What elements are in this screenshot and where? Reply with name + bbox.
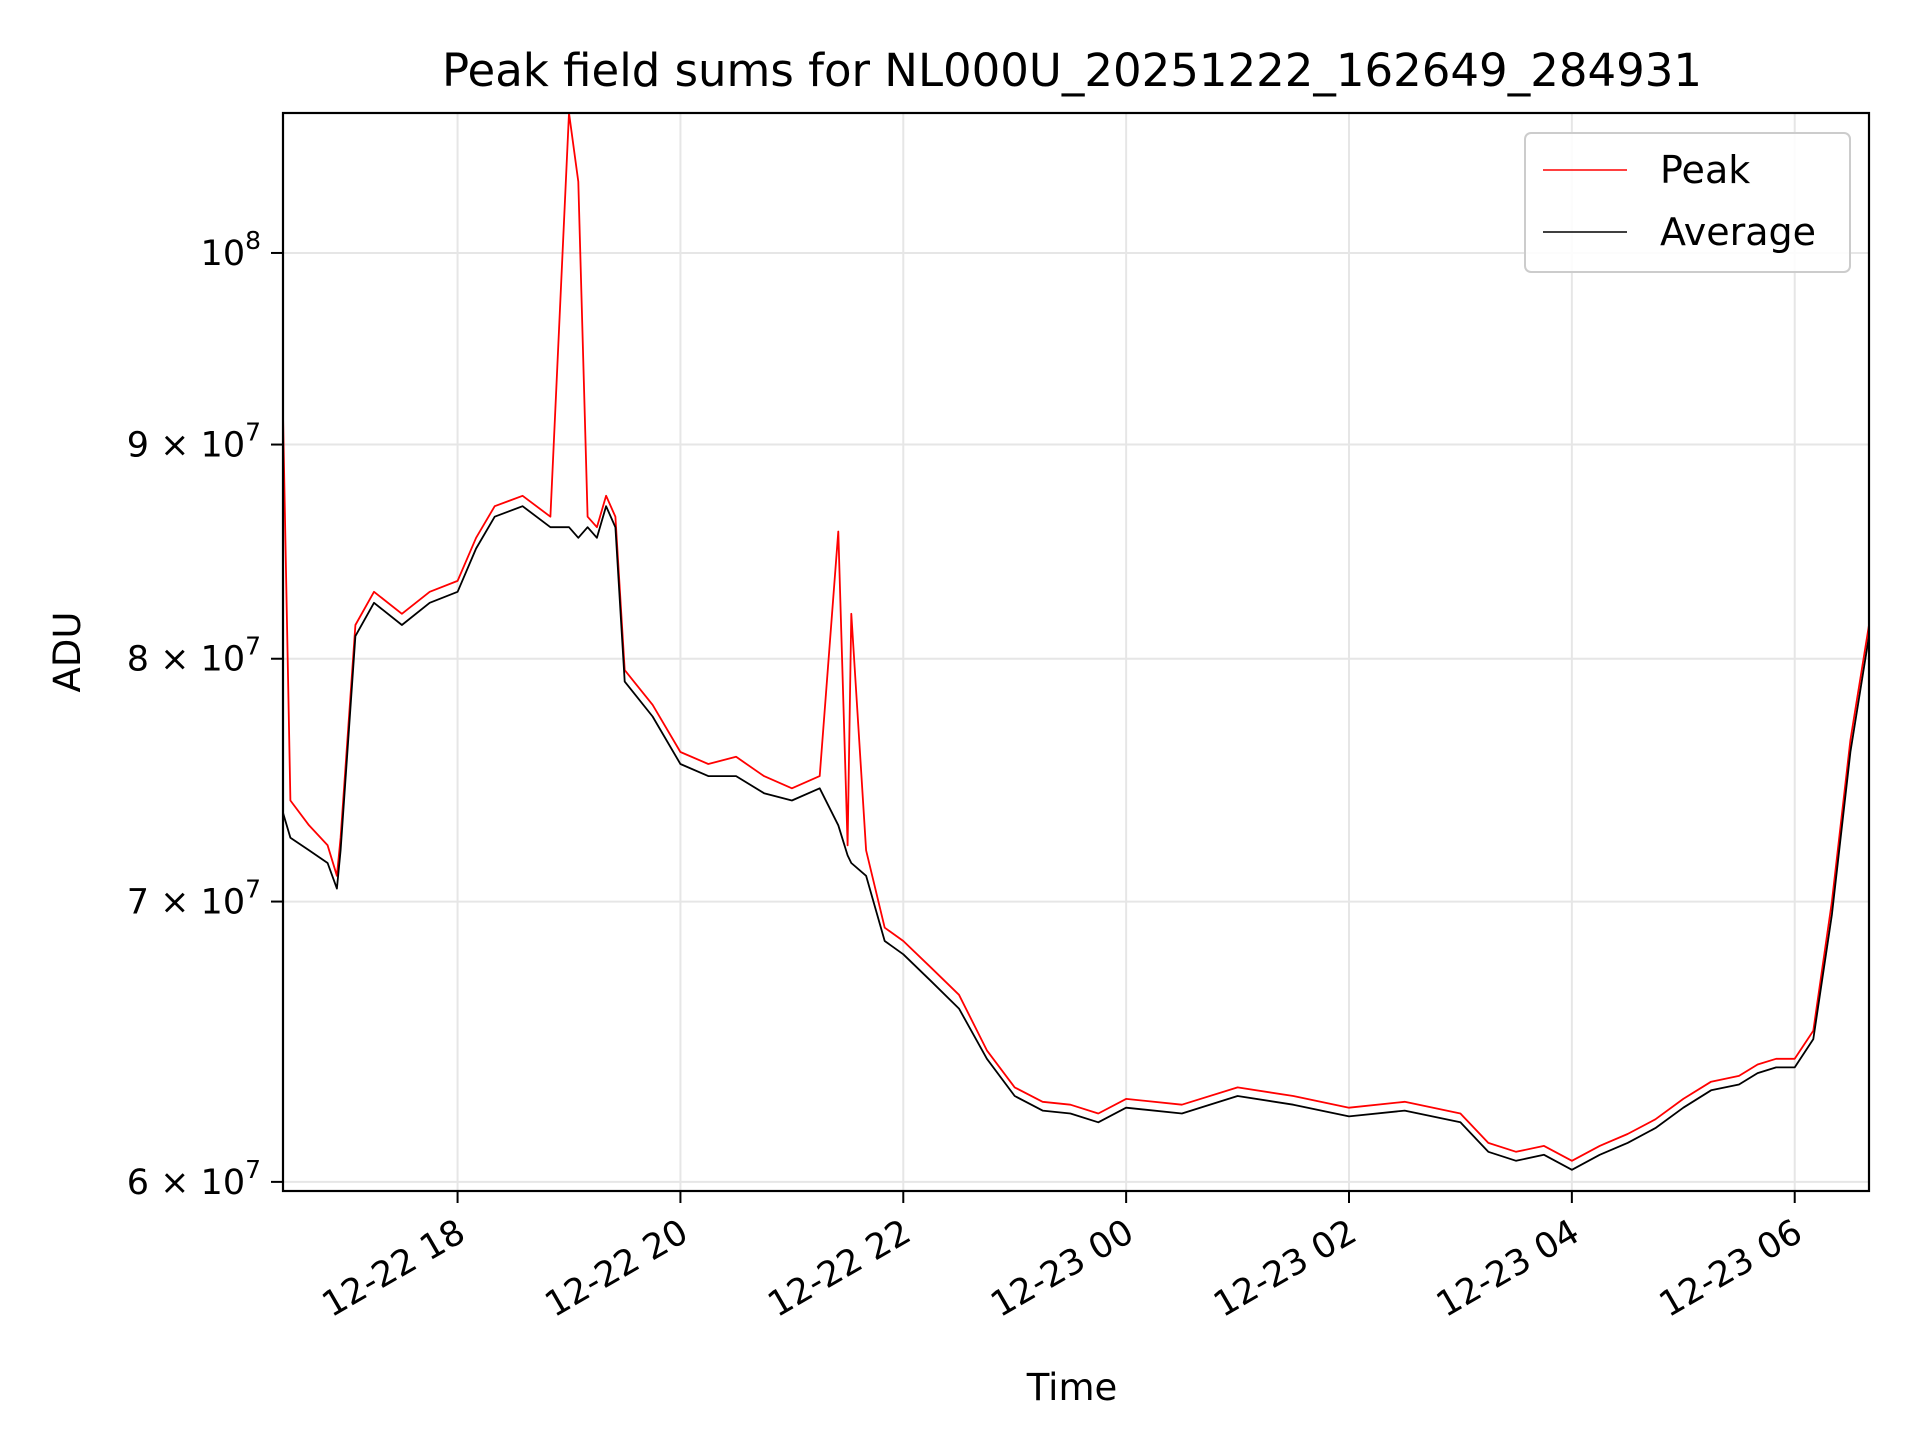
legend-label-peak: Peak [1660,148,1750,192]
y-tick-label-base: 8 × 10 [127,640,245,680]
y-tick-label: 108 [201,226,261,274]
y-tick-label-exponent: 7 [245,632,261,661]
y-tick-label: 9 × 107 [127,418,261,466]
y-axis-label: ADU [46,612,89,693]
series-layer [283,113,1869,1171]
y-tick-label-base: 10 [201,234,246,274]
legend-box [1524,132,1851,273]
y-tick-label: 8 × 107 [127,632,261,680]
legend: Peak Average [1524,132,1851,273]
series-line-average [283,505,1869,1171]
y-tick-label-exponent: 7 [245,875,261,904]
plot-area [283,113,1869,1171]
y-tick-label: 6 × 107 [127,1155,261,1203]
y-tick-label-exponent: 7 [245,418,261,447]
chart-title: Peak field sums for NL000U_20251222_1626… [442,44,1702,97]
grid [283,113,1869,1191]
y-tick-label-base: 7 × 10 [127,883,245,923]
y-tick-label-base: 9 × 10 [127,426,245,466]
legend-label-average: Average [1660,210,1816,254]
series-line-peak [283,113,1869,1162]
y-tick-label: 7 × 107 [127,875,261,923]
y-tick-label-exponent: 7 [245,1155,261,1184]
x-axis-label: Time [1026,1366,1118,1409]
y-tick-label-exponent: 8 [245,226,261,255]
plot-frame [281,111,1871,1193]
y-tick-label-base: 6 × 10 [127,1163,245,1203]
